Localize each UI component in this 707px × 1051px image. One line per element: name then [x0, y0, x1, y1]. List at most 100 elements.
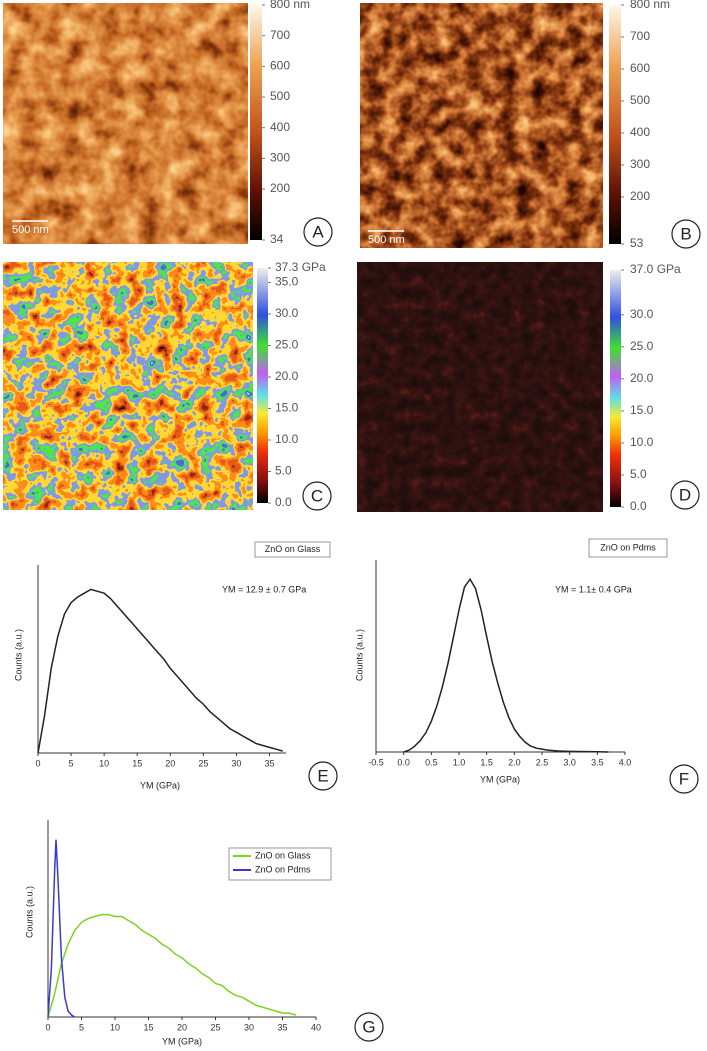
legend-box	[588, 538, 668, 558]
x-tick-label: 25	[198, 758, 208, 768]
colorbar-tick-label: 800 nm	[630, 0, 670, 11]
colorbar-tick-label: 15.0	[275, 401, 299, 415]
x-axis-label: YM (GPa)	[162, 1036, 202, 1046]
afm-image	[357, 262, 603, 512]
colorbar-tick-label: 37.3 GPa	[275, 260, 326, 274]
colorbar-tick-label: 30.0	[275, 306, 299, 320]
series-line	[37, 588, 283, 754]
x-tick-label: 10	[110, 1022, 120, 1032]
x-tick-label: 2.5	[536, 757, 549, 767]
x-axis-label: YM (GPa)	[140, 780, 180, 790]
colorbar-tick-label: 20.0	[630, 371, 654, 385]
x-tick-label: 15	[143, 1022, 153, 1032]
panel-label-circle	[303, 217, 333, 247]
colorbar-tick-label: 30.0	[630, 307, 654, 321]
x-tick-label: 5	[69, 758, 74, 768]
x-tick-label: 10	[99, 758, 109, 768]
colorbar-tick-label: 800 nm	[270, 0, 310, 11]
colorbar-tick-label: 300	[630, 157, 650, 171]
colorbar	[257, 268, 268, 503]
x-tick-label: 15	[132, 758, 142, 768]
colorbar-tick-label: 500	[630, 93, 650, 107]
panel-label-circle	[354, 1012, 384, 1042]
panel-label-circle	[670, 480, 700, 510]
x-tick-label: 20	[177, 1022, 187, 1032]
colorbar-tick-label: 10.0	[275, 432, 299, 446]
colorbar	[609, 5, 621, 244]
x-tick-label: 5	[79, 1022, 84, 1032]
colorbar-tick-label: 25.0	[275, 338, 299, 352]
x-tick-label: 30	[244, 1022, 254, 1032]
legend-box	[254, 541, 331, 558]
x-tick-label: 0	[35, 758, 40, 768]
legend-label: ZnO on Glass	[255, 850, 311, 860]
x-tick-label: 40	[311, 1022, 321, 1032]
x-tick-label: 1.0	[453, 757, 466, 767]
panel-label-circle	[671, 219, 701, 249]
x-tick-label: 35	[264, 758, 274, 768]
afm-image	[3, 3, 248, 244]
series-line	[403, 577, 609, 753]
colorbar-tick-label: 0.0	[630, 499, 647, 513]
legend-box	[228, 847, 332, 881]
colorbar	[610, 270, 621, 507]
x-tick-label: 3.5	[591, 757, 604, 767]
colorbar-tick-label: 700	[270, 28, 290, 42]
series-line	[47, 839, 76, 1018]
colorbar-tick-label: 15.0	[630, 403, 654, 417]
panel-label: F	[679, 769, 689, 788]
annotation: YM = 12.9 ± 0.7 GPa	[222, 584, 306, 594]
colorbar-tick-label: 200	[630, 189, 650, 203]
colorbar-tick-label: 5.0	[275, 464, 292, 478]
colorbar-tick-label: 400	[270, 120, 290, 134]
panel-label: C	[311, 486, 323, 505]
x-tick-label: 30	[231, 758, 241, 768]
colorbar-tick-label: 25.0	[630, 339, 654, 353]
colorbar-tick-label: 10.0	[630, 435, 654, 449]
x-tick-label: 0.0	[397, 757, 410, 767]
x-tick-label: 35	[277, 1022, 287, 1032]
panel-label: A	[312, 222, 324, 241]
panel-label: E	[317, 766, 328, 785]
x-axis-label: YM (GPa)	[480, 774, 520, 784]
series-line	[47, 913, 297, 1018]
colorbar-tick-label: 200	[270, 181, 290, 195]
scale-bar-label: 500 nm	[12, 224, 49, 236]
panel-label: G	[362, 1017, 375, 1036]
afm-image	[3, 262, 253, 510]
colorbar-tick-label: 700	[630, 29, 650, 43]
colorbar-tick-label: 400	[630, 125, 650, 139]
y-axis-label: Counts (a.u.)	[13, 629, 23, 681]
colorbar-tick-label: 600	[630, 61, 650, 75]
colorbar-tick-label: 35.0	[275, 275, 299, 289]
legend-label: ZnO on Pdms	[600, 542, 656, 552]
colorbar-tick-label: 0.0	[275, 495, 292, 509]
x-tick-label: 25	[210, 1022, 220, 1032]
colorbar-tick-label: 500	[270, 89, 290, 103]
colorbar-tick-label: 53	[630, 236, 644, 250]
x-tick-label: 20	[165, 758, 175, 768]
panel-label-circle	[669, 764, 699, 794]
colorbar-tick-label: 300	[270, 151, 290, 165]
x-tick-label: 3.0	[563, 757, 576, 767]
x-tick-label: 2.0	[508, 757, 521, 767]
x-tick-label: 0	[45, 1022, 50, 1032]
scale-bar-label: 500 nm	[368, 234, 405, 246]
colorbar	[250, 5, 262, 240]
y-axis-label: Counts (a.u.)	[24, 886, 34, 938]
colorbar-tick-label: 5.0	[630, 467, 647, 481]
annotation: YM = 1.1± 0.4 GPa	[555, 584, 632, 594]
legend-label: ZnO on Glass	[265, 544, 321, 554]
panel-label: B	[680, 224, 691, 243]
colorbar-tick-label: 20.0	[275, 369, 299, 383]
afm-image	[360, 3, 603, 248]
colorbar-tick-label: 37.0 GPa	[630, 262, 681, 276]
panel-label-circle	[302, 481, 332, 511]
panel-label-circle	[308, 761, 338, 791]
x-tick-label: 1.5	[480, 757, 493, 767]
x-tick-label: 0.5	[425, 757, 438, 767]
colorbar-tick-label: 600	[270, 59, 290, 73]
colorbar-tick-label: 34	[270, 232, 284, 246]
